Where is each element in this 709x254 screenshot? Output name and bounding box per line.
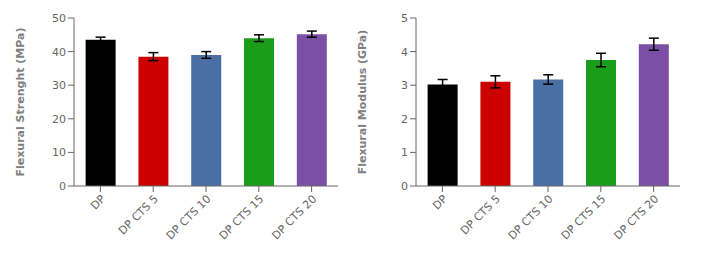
svg-text:4: 4 <box>401 46 408 59</box>
svg-text:5: 5 <box>401 12 408 25</box>
svg-text:1: 1 <box>401 146 408 159</box>
svg-text:0: 0 <box>401 180 408 193</box>
svg-text:DP CTS 15: DP CTS 15 <box>217 192 267 242</box>
svg-text:20: 20 <box>52 113 66 126</box>
svg-text:DP CTS 10: DP CTS 10 <box>506 192 556 242</box>
svg-text:DP: DP <box>88 192 108 212</box>
svg-text:Flexural Modulus (GPa): Flexural Modulus (GPa) <box>356 30 369 175</box>
svg-text:DP CTS 20: DP CTS 20 <box>269 192 319 242</box>
svg-text:DP CTS 20: DP CTS 20 <box>611 192 661 242</box>
svg-text:3: 3 <box>401 79 408 92</box>
svg-text:DP CTS 10: DP CTS 10 <box>164 192 214 242</box>
svg-text:40: 40 <box>52 46 66 59</box>
svg-text:10: 10 <box>52 146 66 159</box>
svg-text:DP: DP <box>430 192 450 212</box>
svg-text:2: 2 <box>401 113 408 126</box>
svg-text:0: 0 <box>59 180 66 193</box>
svg-text:30: 30 <box>52 79 66 92</box>
svg-text:DP CTS 15: DP CTS 15 <box>559 192 609 242</box>
svg-text:DP CTS 5: DP CTS 5 <box>458 192 503 237</box>
svg-text:Flexural Strenght (MPa): Flexural Strenght (MPa) <box>14 28 27 177</box>
svg-text:50: 50 <box>52 12 66 25</box>
svg-text:DP CTS 5: DP CTS 5 <box>116 192 161 237</box>
